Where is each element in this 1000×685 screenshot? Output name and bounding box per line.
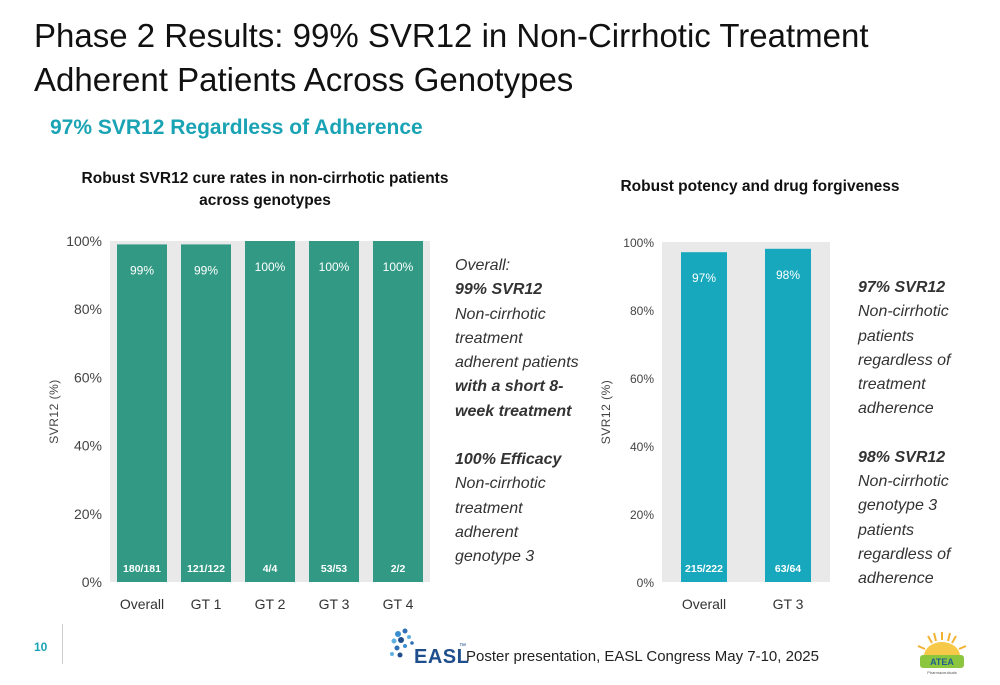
atea-logo-icon: ATEA Pharmaceuticals [917, 632, 967, 675]
note-left-line-8: 100% Efficacy [455, 451, 562, 469]
note-right-line-12: adherence [858, 570, 934, 588]
slide-title: Phase 2 Results: 99% SVR12 in Non-Cirrho… [34, 17, 869, 98]
left-chart-title: Robust SVR12 cure rates in non-cirrhotic… [81, 170, 449, 209]
bar-n-label: 53/53 [321, 563, 347, 575]
note-right-line-5: treatment [858, 376, 926, 394]
bar-n-label: 63/64 [775, 563, 801, 575]
atea-logo-subtext: Pharmaceuticals [927, 670, 957, 675]
bar-n-label: 180/181 [123, 563, 161, 575]
bar [765, 248, 811, 583]
y-tick-label: 80% [630, 304, 654, 318]
right-chart-title: Robust potency and drug forgiveness [620, 178, 900, 195]
note-right-line-8: Non-cirrhotic [858, 473, 949, 491]
y-tick-label: 80% [74, 301, 102, 317]
atea-logo-text: ATEA [930, 657, 954, 667]
easl-trademark: ™ [459, 643, 466, 650]
y-tick-label: 60% [630, 372, 654, 386]
right-chart-notes: 97% SVR12 Non-cirrhotic patients regardl… [858, 276, 993, 592]
bar-value-label: 99% [130, 263, 154, 277]
bar-value-label: 100% [383, 260, 414, 274]
left-chart-notes: Overall: 99% SVR12 Non-cirrhotic treatme… [455, 254, 595, 570]
y-tick-label: 40% [74, 438, 102, 454]
easl-logo-icon [390, 628, 414, 658]
note-right-line-6: adherence [858, 400, 934, 418]
bar-n-label: 121/122 [187, 563, 225, 575]
note-left-line-2: 99% SVR12 [455, 281, 543, 299]
bar [681, 252, 727, 582]
slide-subtitle: 97% SVR12 Regardless of Adherence [50, 116, 423, 139]
x-tick-label: GT 2 [255, 596, 286, 612]
bar [309, 241, 359, 582]
note-left-line-4: treatment [455, 329, 523, 347]
note-left-line-7: week treatment [455, 402, 572, 420]
y-tick-label: 20% [74, 506, 102, 522]
note-right-line-3: patients [858, 327, 915, 345]
bar-value-label: 98% [776, 268, 800, 282]
note-left-line-12: genotype 3 [455, 548, 535, 566]
note-right-line-7: 98% SVR12 [858, 448, 946, 466]
footer-text: Poster presentation, EASL Congress May 7… [466, 648, 819, 665]
x-tick-label: GT 4 [383, 596, 414, 612]
note-right-line-9: genotype 3 [858, 497, 938, 515]
bar-n-label: 215/222 [685, 563, 723, 575]
bar-value-label: 100% [319, 260, 350, 274]
y-axis-label: SVR12 (%) [47, 379, 61, 444]
x-tick-label: Overall [120, 596, 164, 612]
y-tick-label: 0% [82, 574, 102, 590]
bar [181, 244, 231, 582]
note-left-line-1: Overall: [455, 257, 511, 274]
bar [245, 241, 295, 582]
x-tick-label: GT 3 [319, 596, 350, 612]
x-tick-label: GT 1 [191, 596, 222, 612]
bar-n-label: 4/4 [263, 563, 278, 575]
x-tick-label: GT 3 [773, 596, 804, 612]
note-left-line-10: treatment [455, 499, 523, 517]
page-number: 10 [34, 640, 48, 654]
footer-divider [62, 624, 63, 664]
note-left-line-9: Non-cirrhotic [455, 475, 546, 493]
bar-n-label: 2/2 [391, 563, 406, 575]
bar-value-label: 99% [194, 263, 218, 277]
note-right-line-11: regardless of [858, 545, 951, 563]
note-left-line-5: adherent patients [455, 354, 579, 372]
y-tick-label: 100% [66, 233, 102, 249]
y-tick-label: 0% [637, 576, 655, 590]
note-left-line-3: Non-cirrhotic [455, 305, 546, 323]
note-right-line-1: 97% SVR12 [858, 279, 946, 296]
bar [117, 244, 167, 582]
y-tick-label: 60% [74, 369, 102, 385]
bar-value-label: 97% [692, 271, 716, 285]
bar-value-label: 100% [255, 260, 286, 274]
note-left-line-11: adherent [455, 523, 519, 541]
y-axis-label: SVR12 (%) [599, 380, 613, 445]
note-right-line-2: Non-cirrhotic [858, 303, 949, 321]
note-right-line-4: regardless of [858, 351, 951, 369]
x-tick-label: Overall [682, 596, 726, 612]
bar [373, 241, 423, 582]
note-left-line-6: with a short 8- [455, 378, 564, 396]
y-tick-label: 100% [623, 236, 654, 250]
y-tick-label: 20% [630, 508, 654, 522]
note-right-line-10: patients [858, 521, 915, 539]
easl-logo-text: EASL [414, 646, 470, 668]
y-tick-label: 40% [630, 440, 654, 454]
